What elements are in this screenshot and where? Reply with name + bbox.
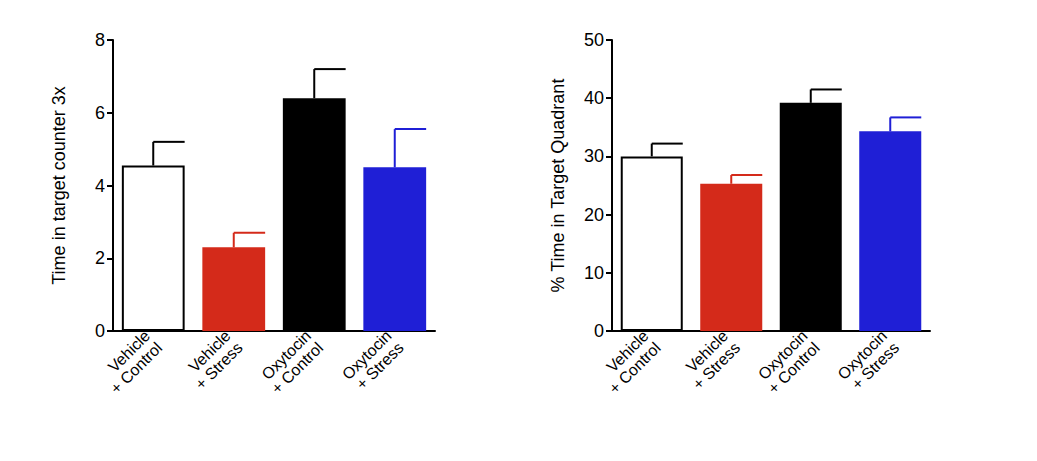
svg-text:Vehicle: Vehicle: [104, 327, 154, 376]
svg-text:8: 8: [95, 30, 105, 50]
svg-text:2: 2: [95, 248, 105, 268]
svg-text:+ Control: + Control: [268, 339, 326, 397]
svg-text:+ Stress: + Stress: [192, 339, 246, 393]
svg-text:50: 50: [584, 30, 604, 50]
svg-text:% Time in Target Quadrant: % Time in Target Quadrant: [548, 79, 568, 293]
svg-text:Time in target counter 3x: Time in target counter 3x: [49, 86, 69, 284]
svg-text:+ Stress: + Stress: [353, 339, 407, 393]
svg-text:+ Control: + Control: [765, 339, 823, 397]
svg-text:Oxytocin: Oxytocin: [834, 327, 891, 383]
svg-text:Oxytocin: Oxytocin: [338, 327, 395, 383]
svg-text:+ Control: + Control: [107, 339, 165, 397]
svg-text:+ Control: + Control: [606, 339, 664, 397]
svg-text:4: 4: [95, 176, 105, 196]
svg-text:Vehicle: Vehicle: [603, 327, 652, 376]
svg-text:Vehicle: Vehicle: [682, 327, 732, 376]
svg-text:Vehicle: Vehicle: [185, 327, 234, 376]
svg-text:6: 6: [95, 103, 105, 123]
svg-text:20: 20: [584, 205, 604, 225]
svg-text:+ Stress: + Stress: [848, 339, 902, 393]
svg-text:0: 0: [594, 321, 604, 341]
svg-text:+ Stress: + Stress: [689, 339, 743, 393]
svg-text:Oxytocin: Oxytocin: [754, 327, 811, 383]
svg-text:0: 0: [95, 321, 105, 341]
svg-text:30: 30: [584, 146, 604, 166]
svg-text:10: 10: [584, 263, 604, 283]
svg-text:40: 40: [584, 88, 604, 108]
svg-text:Oxytocin: Oxytocin: [258, 327, 315, 383]
